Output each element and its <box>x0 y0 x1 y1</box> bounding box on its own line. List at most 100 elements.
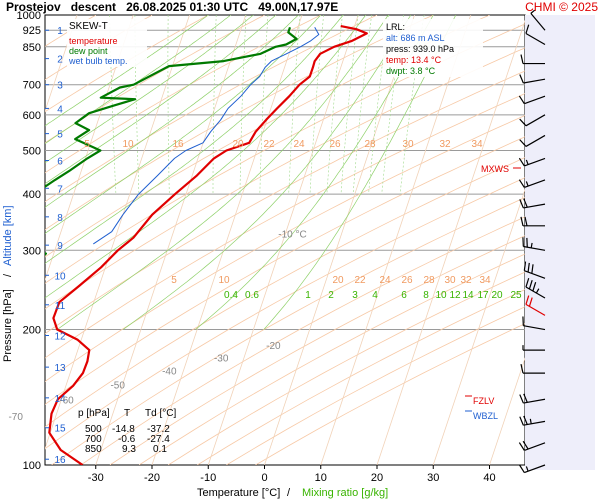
wind-barb-feather <box>519 74 524 84</box>
x-axis-mix-label: Mixing ratio [g/kg] <box>302 487 388 499</box>
adiabat-label: 26 <box>329 139 341 150</box>
adiabat-label: 16 <box>172 139 184 150</box>
km-tick-label: 4 <box>57 104 63 115</box>
dry-adiabat <box>80 216 525 465</box>
mixing-ratio-label: 10 <box>435 290 447 301</box>
dry-adiabat <box>45 15 209 113</box>
isotherm-line <box>95 15 247 465</box>
wind-barb <box>525 278 546 299</box>
wind-barb-half-feather <box>535 288 540 294</box>
wind-barb-half-feather <box>530 9 536 14</box>
wind-barb-panel <box>525 15 595 470</box>
isotherm-label: -30 <box>214 353 229 364</box>
wind-barb <box>520 54 545 65</box>
pressure-tick-label: 200 <box>23 325 41 337</box>
wind-barb-feather <box>518 179 525 188</box>
wind-barb-feather <box>527 262 530 273</box>
pressure-tick-label: 925 <box>23 25 41 37</box>
adiabat-label: 32 <box>460 275 472 286</box>
isotherm-line <box>45 15 190 450</box>
wet-bulb-line <box>93 27 320 245</box>
km-tick-label: 7 <box>57 184 63 195</box>
wind-barb <box>522 345 545 351</box>
isotherm-label: -10 °C <box>278 230 306 241</box>
wind-barb-feather <box>523 415 528 425</box>
pressure-tick-label: 400 <box>23 189 41 201</box>
mixing-ratio-line <box>239 15 247 195</box>
wind-barb <box>519 415 546 426</box>
dry-adiabat <box>45 70 525 335</box>
moist-adiabat <box>45 15 322 234</box>
wind-barb-feather <box>522 440 529 450</box>
table-cell: 700 <box>85 434 102 445</box>
pressure-tick-label: 600 <box>23 110 41 122</box>
adiabat-label: 5 <box>84 139 90 150</box>
mixing-ratio-line <box>212 15 217 195</box>
dry-adiabat <box>45 136 525 405</box>
wbzl-label: WBZL <box>473 411 498 421</box>
table-cell: -14.8 <box>112 424 135 435</box>
km-tick-label: 11 <box>55 301 66 312</box>
wind-barb-feather <box>528 297 533 307</box>
wind-barb-feather <box>519 394 524 404</box>
dry-adiabat <box>45 114 525 382</box>
wind-barb <box>519 134 546 147</box>
isotherm-label: -70 <box>8 412 23 423</box>
isotherm-line <box>207 15 359 465</box>
x-tick-label: 20 <box>371 472 383 484</box>
mixing-ratio-label: 20 <box>491 290 503 301</box>
moist-adiabat <box>45 15 254 164</box>
x-tick-label: 40 <box>483 472 495 484</box>
wind-barb <box>518 464 546 474</box>
wind-barb-feather <box>518 442 525 451</box>
wind-barb-feather <box>520 216 524 226</box>
mixing-ratio-label: 12 <box>449 290 461 301</box>
dry-adiabat <box>45 15 378 203</box>
lrl-alt: alt: 686 m ASL <box>386 33 445 43</box>
adiabat-label: 30 <box>402 139 414 150</box>
km-tick-label: 10 <box>54 271 66 282</box>
wind-barb-feather <box>525 295 530 305</box>
wind-barb-feather <box>518 157 525 167</box>
legend: SKEW-T temperature dew point wet bulb te… <box>67 19 147 67</box>
dry-adiabat <box>168 271 525 465</box>
legend-wet-bulb: wet bulb temp. <box>68 56 128 66</box>
mixing-ratio-line <box>326 15 343 195</box>
wind-barb-feather <box>519 199 524 209</box>
moist-adiabat <box>45 15 299 208</box>
adiabat-label: 28 <box>423 275 435 286</box>
pressure-tick-label: 100 <box>23 460 41 472</box>
adiabat-label: 5 <box>171 275 177 286</box>
isotherm-label: -40 <box>162 366 177 377</box>
table-cell: 0.1 <box>153 444 167 455</box>
mixing-ratio-label: 4 <box>372 290 378 301</box>
x-tick-label: 0 <box>261 472 267 484</box>
mixing-ratio-line <box>288 15 301 195</box>
dry-adiabat <box>45 177 525 450</box>
mixing-ratio-label: 25 <box>510 290 522 301</box>
wind-barb-feather <box>518 95 525 105</box>
table-cell: 9.3 <box>122 444 136 455</box>
mixing-ratio-line <box>309 15 324 195</box>
wind-barb-feather <box>531 264 534 274</box>
legend-dew-point: dew point <box>69 46 108 56</box>
x-axis-sep: / <box>284 487 293 499</box>
isotherm-line <box>45 15 134 282</box>
legend-title: SKEW-T <box>69 21 108 32</box>
wind-barb-feather <box>519 416 524 426</box>
lrl-box: LRL: alt: 686 m ASL press: 939.0 hPa tem… <box>383 19 483 77</box>
wind-barb <box>525 295 546 316</box>
mixing-ratio-line <box>352 15 372 195</box>
dry-adiabat <box>109 235 525 465</box>
wind-barb <box>523 261 546 279</box>
table-header-t: T <box>124 408 130 419</box>
adiabat-label: 20 <box>232 139 244 150</box>
wind-barb-staff <box>525 32 546 45</box>
dry-adiabat <box>45 93 525 359</box>
isotherm-line <box>489 357 525 465</box>
wind-barb-feather <box>523 261 527 271</box>
wind-barb <box>520 364 545 374</box>
wind-barb <box>522 316 546 331</box>
wind-barb-feather <box>520 364 524 374</box>
